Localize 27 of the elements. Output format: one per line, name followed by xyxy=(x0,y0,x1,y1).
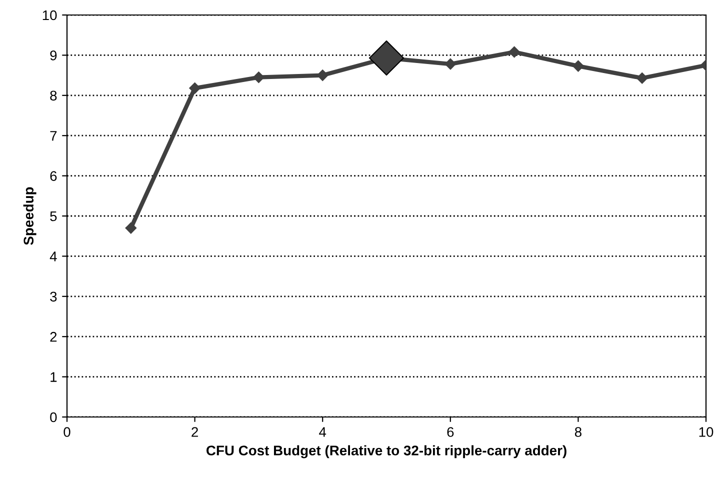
x-tick-label: 8 xyxy=(574,427,582,437)
y-axis-title: Speedup xyxy=(23,187,36,245)
x-tick-label: 0 xyxy=(64,427,70,437)
point xyxy=(189,82,200,94)
y-tick-label: 8 xyxy=(50,90,57,101)
x-tick-label: 6 xyxy=(447,427,454,437)
x-axis-title: CFU Cost Budget (Relative to 32-bit ripple-carry adder) xyxy=(206,445,566,458)
y-tick-label: 1 xyxy=(50,372,57,382)
point xyxy=(508,46,520,58)
x-tick-label: 10 xyxy=(699,427,714,437)
point xyxy=(125,222,137,234)
point xyxy=(368,40,404,76)
x-tick-label: 4 xyxy=(319,427,326,437)
y-tick-label: 10 xyxy=(42,10,57,20)
y-tick-label: 0 xyxy=(50,412,57,422)
y-tick-label: 2 xyxy=(50,332,57,342)
y-tick-label: 4 xyxy=(50,252,57,262)
y-tick-label: 6 xyxy=(50,171,57,181)
y-tick-label: 7 xyxy=(50,131,57,141)
x-tick-label: 2 xyxy=(192,427,198,437)
point xyxy=(572,60,584,72)
point xyxy=(636,72,648,84)
y-tick-label: 3 xyxy=(50,292,57,302)
y-tick-label: 9 xyxy=(50,50,57,60)
point xyxy=(253,72,264,83)
y-tick-label: 5 xyxy=(50,211,57,222)
point xyxy=(444,58,456,70)
